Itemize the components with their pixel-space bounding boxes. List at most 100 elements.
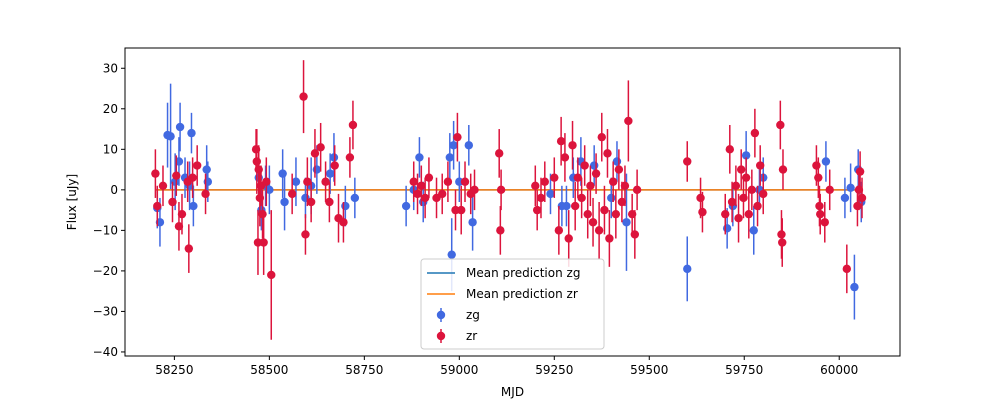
data-point-zr [815,201,824,211]
data-point-zg [589,161,599,170]
data-point-zr [443,177,453,186]
data-point-zg [175,122,185,132]
data-point-zr [316,143,325,152]
legend-swatch-marker [436,331,446,341]
data-point-zr [583,209,592,219]
data-point-zg [683,264,692,274]
data-point-zr [325,197,334,207]
data-point-zr [591,169,601,178]
data-point-zr [611,209,621,219]
data-point-zr [776,120,785,130]
data-point-zr [438,189,447,199]
data-point-zr [755,161,765,170]
data-point-zr [496,226,505,235]
y-tick-label: −30 [93,304,118,318]
data-point-zg [546,189,555,199]
x-tick-label: 60000 [820,363,858,377]
data-point-zg [280,197,289,207]
y-tick-label: 20 [103,102,118,116]
data-point-zr [345,153,355,162]
data-point-zr [570,201,580,211]
data-point-zr [560,153,570,162]
data-point-zr [540,177,549,186]
data-point-zr [252,157,262,166]
data-point-zr [413,189,422,199]
data-point-zr [470,185,479,195]
data-point-zg [840,193,850,203]
data-point-zg [562,201,571,211]
data-point-zr [759,189,768,199]
data-point-zg [166,132,175,141]
x-tick-label: 58750 [345,363,383,377]
data-point-zr [750,128,760,138]
legend-label: Mean prediction zr [466,287,578,301]
data-point-zr [310,149,320,158]
data-point-zr [564,234,573,243]
data-point-zr [747,185,757,195]
data-point-zr [550,173,559,182]
data-point-zr [255,193,265,203]
data-point-zr [287,189,297,199]
data-point-zr [683,157,692,166]
legend-label: zg [466,308,480,322]
data-point-zr [424,173,434,182]
data-point-zr [614,165,624,174]
data-point-zr [627,209,637,219]
data-point-zg [341,201,350,211]
data-point-zr [184,244,194,253]
data-point-zr [698,207,707,217]
data-point-zr [259,238,268,247]
data-point-zr [594,226,604,235]
data-point-zr [457,205,466,215]
data-point-zr [608,177,618,186]
data-point-zg [187,128,196,138]
data-point-zr [586,181,595,190]
data-point-zr [588,218,598,227]
data-point-zr [739,193,748,203]
data-point-zr [554,226,564,235]
data-point-zr [568,141,577,150]
data-point-zg [821,157,831,166]
data-point-zg [312,165,322,174]
legend-label: Mean prediction zg [466,266,580,280]
data-point-zr [330,161,339,170]
data-point-zr [201,189,210,199]
x-tick-label: 59000 [440,363,478,377]
data-point-zg [846,183,855,193]
data-point-zr [420,193,430,203]
data-point-zr [168,197,177,207]
data-point-zr [409,177,418,186]
data-point-zr [496,185,506,195]
data-point-zr [777,230,786,239]
data-point-zr [853,201,862,211]
data-point-zr [580,161,589,170]
data-point-zr [753,201,762,211]
data-point-zr [573,173,583,182]
data-point-zr [153,201,162,211]
data-point-zg [278,169,287,178]
data-point-zr [737,165,746,174]
axes-layer: 58250 58500 58750 59000 59250 59500 59750 60000… [93,47,901,377]
data-point-zr [299,92,308,101]
data-point-zr [814,173,823,182]
data-point-zg [722,224,732,233]
data-point-zr [254,165,263,174]
x-tick-label: 59500 [630,363,668,377]
data-point-zg [468,218,477,227]
plot-frame [124,47,901,357]
data-point-zr [741,173,751,182]
x-tick-label: 59750 [725,363,763,377]
data-point-zr [857,193,867,203]
data-point-zr [825,185,834,195]
data-point-zr [855,167,865,176]
data-point-zr [632,185,642,195]
y-tick-label: −40 [93,345,118,359]
data-point-zr [556,137,566,146]
data-point-zr [778,165,788,174]
x-tick-label: 58500 [250,363,288,377]
data-point-zr [174,222,184,231]
data-point-zr [731,181,741,190]
data-point-zr [725,145,735,154]
data-point-zr [842,264,852,274]
data-point-zg [464,141,474,150]
